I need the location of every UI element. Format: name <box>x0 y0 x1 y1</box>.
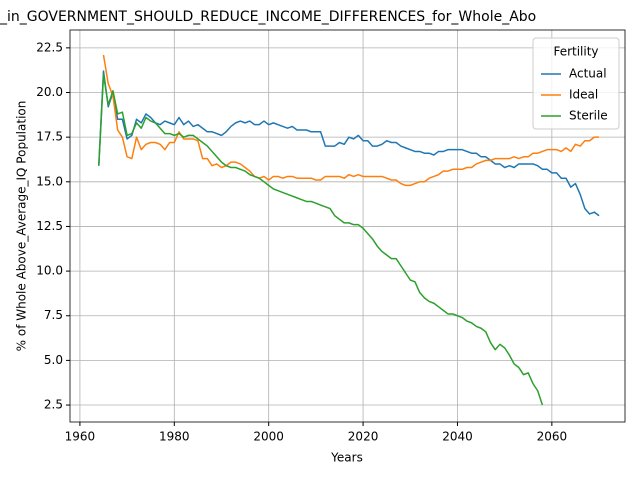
y-tick-label: 7.5 <box>44 308 63 322</box>
x-tick-label: 2040 <box>442 430 473 444</box>
legend-title: Fertility <box>553 45 598 59</box>
legend-label: Sterile <box>569 109 608 123</box>
y-tick-label: 20.0 <box>36 85 63 99</box>
x-tick-label: 1980 <box>159 430 190 444</box>
plot-frame <box>69 29 626 423</box>
x-tick-label: 2020 <box>348 430 379 444</box>
series-line <box>102 54 600 187</box>
y-tick-label: 10.0 <box>36 264 63 278</box>
chart-title: _in_GOVERNMENT_SHOULD_REDUCE_INCOME_DIFF… <box>0 9 536 25</box>
y-tick-label: 22.5 <box>36 40 63 54</box>
y-tick-label: 17.5 <box>36 130 63 144</box>
x-axis-label: Years <box>330 451 363 465</box>
x-tick-label: 2000 <box>253 430 284 444</box>
x-tick-label: 2060 <box>537 430 568 444</box>
y-tick-label: 12.5 <box>36 219 63 233</box>
legend-label: Actual <box>569 67 607 81</box>
series-line <box>98 70 600 217</box>
y-tick-label: 2.5 <box>44 398 63 412</box>
x-tick-label: 1960 <box>65 430 96 444</box>
series-line <box>98 73 544 406</box>
legend-label: Ideal <box>569 88 598 102</box>
y-tick-label: 15.0 <box>36 174 63 188</box>
legend-box <box>532 37 620 130</box>
y-axis-label: % of Whole Above_Average_IQ Population <box>15 101 29 352</box>
y-tick-label: 5.0 <box>44 353 63 367</box>
